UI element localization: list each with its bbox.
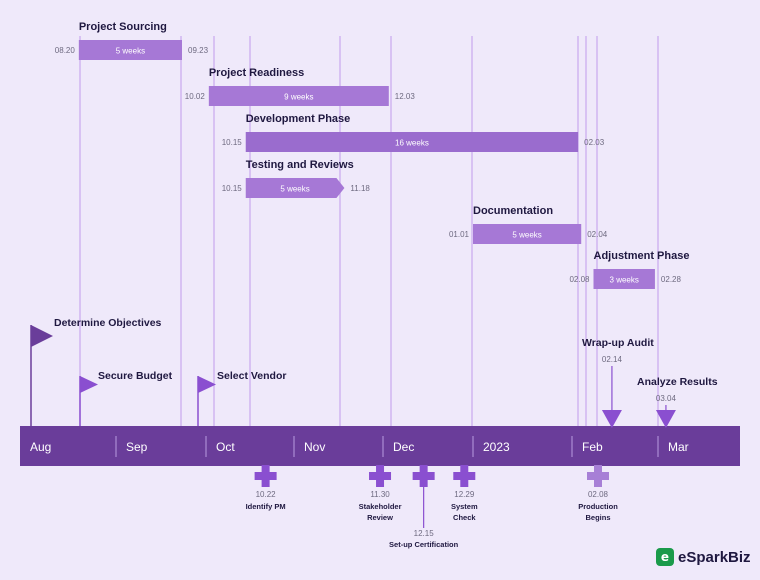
task-bar (245, 178, 345, 198)
cross-marker-icon (453, 465, 476, 487)
task-end-date: 02.04 (587, 230, 608, 239)
task-end-date: 02.03 (584, 138, 605, 147)
logo-mark-icon: e (656, 548, 674, 566)
month-label: Mar (668, 440, 689, 454)
task-title: Project Readiness (209, 67, 304, 79)
milestone-label: Production (578, 502, 618, 511)
flag-icon (80, 376, 98, 393)
logo-text: eSparkBiz (678, 548, 751, 566)
task-end-date: 11.18 (350, 184, 370, 193)
flag-milestone-label: Determine Objectives (54, 317, 162, 329)
milestone-date: 10.22 (256, 490, 277, 499)
cross-marker-icon (412, 465, 435, 487)
month-label: Dec (393, 440, 414, 454)
milestone-label: Identify PM (246, 502, 286, 511)
milestone-label: Set-up Certification (389, 540, 459, 549)
task-duration: 5 weeks (280, 185, 309, 194)
task-bar (593, 269, 655, 289)
task-start-date: 02.08 (569, 275, 590, 284)
month-label: 2023 (483, 440, 510, 454)
milestone-label: Stakeholder (359, 502, 402, 511)
cross-marker-icon (254, 465, 277, 487)
task-duration: 5 weeks (116, 47, 145, 56)
cross-marker-icon (369, 465, 392, 487)
milestone-date: 02.08 (588, 490, 609, 499)
milestone-label: Begins (585, 513, 610, 522)
month-label: Sep (126, 440, 148, 454)
month-label: Feb (582, 440, 603, 454)
task-duration: 3 weeks (610, 276, 639, 285)
brand-logo: e eSparkBiz (656, 548, 751, 566)
milestone-label: Check (453, 513, 476, 522)
milestone-date: 02.14 (602, 355, 623, 364)
milestone-date: 12.29 (454, 490, 475, 499)
milestone-date: 11.30 (370, 490, 390, 499)
timeline-axis (20, 426, 740, 466)
month-label: Aug (30, 440, 51, 454)
milestone-label: System (451, 502, 478, 511)
task-duration: 5 weeks (512, 231, 541, 240)
task-title: Documentation (473, 205, 553, 217)
task-title: Development Phase (246, 113, 351, 125)
cross-marker-icon (587, 465, 609, 487)
triangle-marker-icon (655, 410, 676, 428)
task-duration: 16 weeks (395, 139, 429, 148)
task-start-date: 08.20 (55, 46, 76, 55)
task-bar (208, 86, 389, 106)
flag-milestone-label: Secure Budget (98, 370, 173, 382)
milestone-date: 03.04 (656, 394, 677, 403)
task-duration: 9 weeks (284, 93, 313, 102)
task-bar (78, 40, 182, 60)
task-title: Testing and Reviews (246, 159, 354, 171)
milestone-title: Wrap-up Audit (582, 337, 654, 349)
task-bar (473, 224, 582, 244)
task-title: Project Sourcing (79, 21, 167, 33)
month-label: Oct (216, 440, 235, 454)
task-start-date: 01.01 (449, 230, 470, 239)
task-bar (245, 132, 579, 152)
flag-icon (198, 376, 216, 393)
task-end-date: 12.03 (395, 92, 416, 101)
triangle-marker-icon (601, 410, 622, 428)
task-start-date: 10.02 (185, 92, 206, 101)
task-start-date: 10.15 (222, 138, 243, 147)
task-end-date: 02.28 (661, 275, 682, 284)
task-title: Adjustment Phase (594, 250, 690, 262)
task-end-date: 09.23 (188, 46, 209, 55)
month-label: Nov (304, 440, 325, 454)
task-start-date: 10.15 (222, 184, 243, 193)
milestone-label: Review (367, 513, 393, 522)
milestone-date: 12.15 (414, 529, 435, 538)
flag-icon (31, 325, 53, 347)
milestone-title: Analyze Results (637, 376, 718, 388)
flag-milestone-label: Select Vendor (217, 370, 286, 382)
